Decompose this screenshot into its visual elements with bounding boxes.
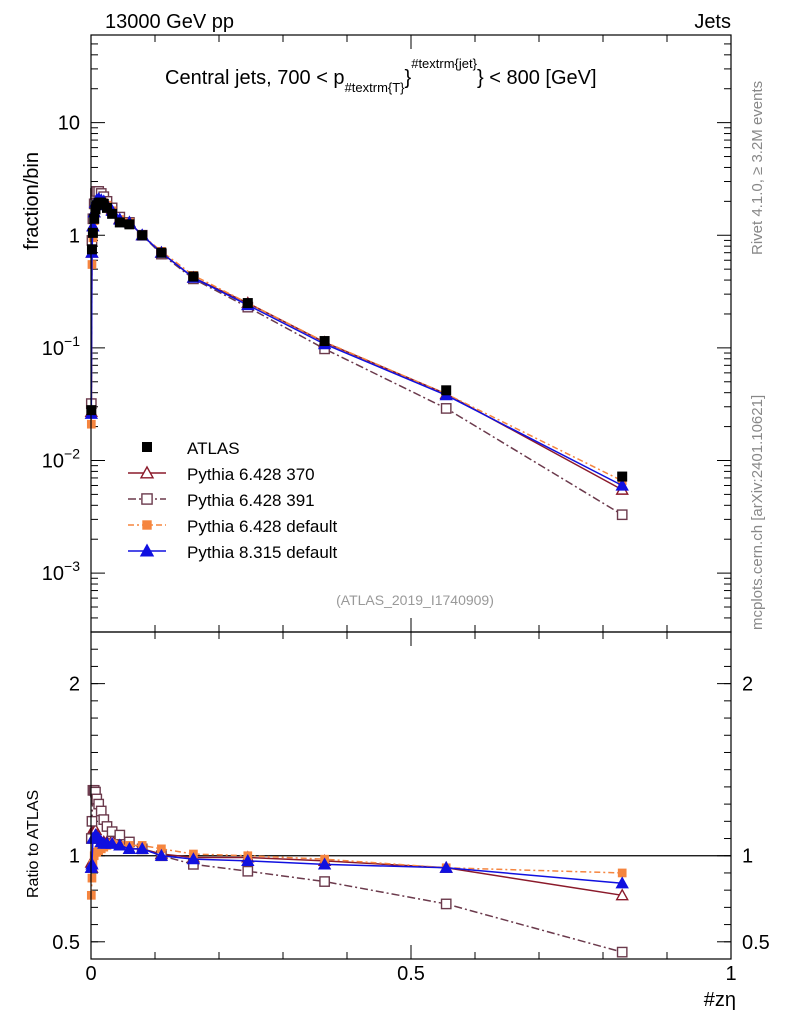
legend-marker (142, 520, 152, 530)
chart-title: Central jets, 700 < p#textrm{T}}#textrm{… (165, 56, 597, 95)
ratio-tick-label-right: 1 (742, 846, 753, 868)
legend-marker (141, 493, 153, 505)
side-text-top: Rivet 4.1.0, ≥ 3.2M events (749, 81, 766, 255)
ratio-point (186, 852, 201, 865)
ratio-y-axis-label: Ratio to ATLAS (25, 790, 42, 898)
title-close-brace: } (405, 67, 412, 89)
title-tail: } < 800 [GeV] (477, 67, 597, 89)
y-tick-label: 10 (58, 113, 80, 135)
ratio-series-4 (84, 828, 629, 889)
y-axis-label: fraction/bin (21, 152, 43, 250)
legend-label: Pythia 8.315 default (187, 543, 338, 562)
ratio-point (87, 873, 97, 883)
ratio-point (105, 836, 119, 849)
legend-item-2: Pythia 6.428 391 (128, 491, 315, 510)
y-tick-label: 1 (69, 225, 80, 247)
data-point (188, 271, 199, 282)
ratio-point (154, 848, 169, 861)
ratio-series-2 (85, 784, 628, 958)
ratio-tick-label: 2 (69, 674, 80, 696)
series-point (616, 509, 628, 521)
ratio-tick-label: 0.5 (52, 932, 80, 954)
data-point (617, 471, 628, 482)
title-sup: #textrm{jet} (411, 56, 477, 71)
ratio-point (114, 829, 126, 841)
y-tick-label: 10−1 (42, 333, 80, 360)
y-tick-label: 10−3 (42, 558, 80, 585)
legend-marker (142, 442, 152, 452)
ratio-point (616, 946, 628, 958)
data-point (242, 298, 253, 309)
ratio-point (135, 841, 149, 854)
legend-item-3: Pythia 6.428 default (128, 517, 338, 536)
watermark: (ATLAS_2019_I1740909) (336, 592, 494, 608)
legend-label: Pythia 6.428 391 (187, 491, 315, 510)
data-point (441, 385, 452, 396)
data-point (156, 247, 167, 258)
legend-item-4: Pythia 8.315 default (128, 543, 338, 562)
legend-marker (139, 465, 155, 479)
data-point (124, 219, 135, 230)
ratio-tick-label-right: 0.5 (742, 932, 770, 954)
x-axis-label: #zη (704, 989, 736, 1011)
ratio-point (122, 841, 137, 854)
data-point (86, 244, 97, 255)
ratio-point (113, 838, 127, 851)
ratio-point (617, 868, 627, 878)
ratio-point (241, 853, 255, 866)
data-point (89, 213, 100, 224)
header-left: 13000 GeV pp (105, 11, 234, 33)
ratio-point (319, 876, 330, 887)
data-point (319, 336, 330, 347)
series-point (440, 403, 452, 414)
title-main: Central jets, 700 < p (165, 67, 345, 89)
legend-label: Pythia 6.428 370 (187, 465, 315, 484)
legend-item-1: Pythia 6.428 370 (128, 465, 315, 484)
ratio-point (615, 888, 629, 901)
header-right: Jets (694, 11, 731, 33)
title-sub: #textrm{T} (345, 80, 406, 95)
x-tick-label: 0.5 (397, 963, 425, 985)
svg-text:Central jets, 700 < p#textrm{T: Central jets, 700 < p#textrm{T}}#textrm{… (165, 56, 597, 95)
ratio-tick-label-right: 2 (742, 674, 753, 696)
y-tick-label: 10−2 (42, 445, 80, 472)
ratio-point (317, 857, 332, 870)
x-tick-label: 0 (85, 963, 96, 985)
side-text-bottom: mcplots.cern.ch [arXiv:2401.10621] (749, 395, 766, 630)
ratio-point (85, 857, 99, 870)
data-point (107, 208, 118, 219)
data-point (102, 202, 112, 213)
x-tick-label: 1 (725, 963, 736, 985)
ratio-point (86, 815, 98, 827)
data-point (137, 230, 148, 241)
legend-item-data: ATLAS (142, 439, 240, 458)
legend-label: Pythia 6.428 default (187, 517, 338, 536)
data-point (114, 217, 125, 228)
data-point (87, 227, 98, 238)
legend-label: ATLAS (187, 439, 240, 458)
data-series (86, 197, 628, 482)
ratio-point (440, 898, 452, 910)
ratio-plot-frame (90, 631, 732, 960)
ratio-point (615, 876, 629, 889)
ratio-point (439, 860, 453, 873)
ratio-point (242, 865, 254, 877)
legend-marker (139, 543, 155, 557)
series-point (615, 478, 629, 491)
ratio-tick-label: 1 (69, 846, 80, 868)
